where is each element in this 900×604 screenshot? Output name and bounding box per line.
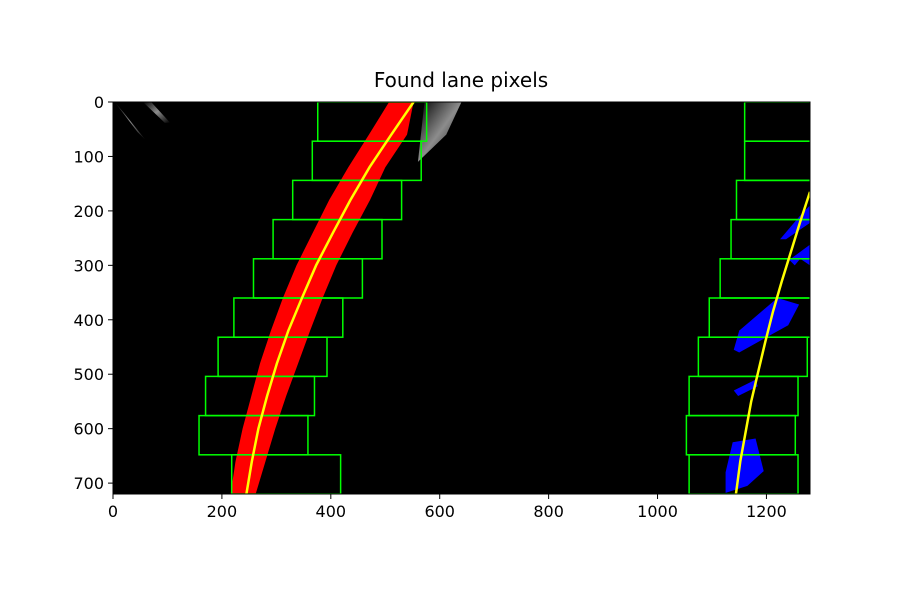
y-tick-label: 500	[73, 365, 104, 384]
y-tick-label: 300	[73, 256, 104, 275]
y-axis: 0 100 200 300 400 500 600 700	[73, 93, 113, 493]
plot-layer	[114, 102, 810, 494]
right-lane-pixel-blob-3	[733, 379, 758, 396]
x-tick-label: 800	[533, 502, 564, 521]
x-tick-label: 0	[108, 502, 118, 521]
x-tick-label: 400	[316, 502, 347, 521]
white-streak-1	[142, 102, 171, 123]
right-lane-pixel-blob-2	[733, 298, 800, 353]
y-tick-label: 0	[94, 93, 104, 112]
y-tick-label: 400	[73, 311, 104, 330]
right-lane-pixel-blob-1	[789, 244, 810, 266]
y-tick-label: 700	[73, 474, 104, 493]
x-tick-label: 200	[207, 502, 238, 521]
x-tick-label: 1200	[746, 502, 787, 521]
right-fit-line	[734, 191, 810, 494]
y-tick-label: 600	[73, 420, 104, 439]
right-search-window-9	[743, 102, 810, 142]
white-streak-0	[114, 102, 146, 141]
y-tick-label: 200	[73, 202, 104, 221]
white-streak-2	[417, 102, 462, 162]
x-tick-label: 1000	[637, 502, 678, 521]
left-search-window-9	[316, 102, 428, 142]
y-tick-label: 100	[73, 147, 104, 166]
plot-background	[113, 102, 810, 494]
plot-frame	[112, 101, 811, 495]
chart-title: Found lane pixels	[373, 68, 549, 92]
right-lane-pixel-blob-4	[725, 438, 764, 493]
left-fit-line	[245, 102, 415, 494]
x-axis: 0 200 400 600 800 1000 1200	[108, 494, 787, 521]
x-tick-label: 600	[424, 502, 455, 521]
